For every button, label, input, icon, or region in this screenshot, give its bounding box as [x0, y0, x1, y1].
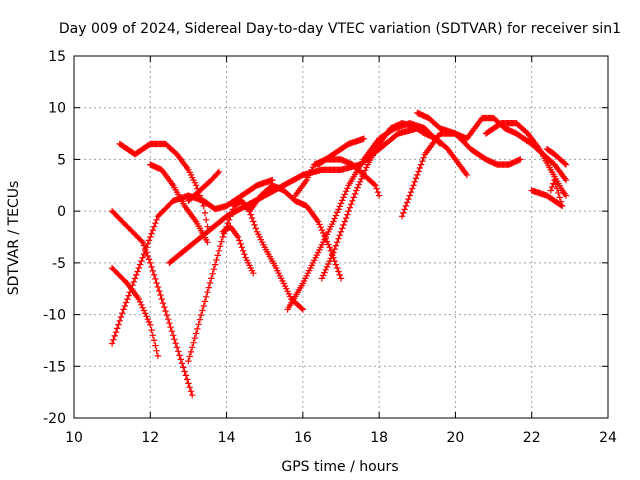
series-s5 — [147, 161, 211, 246]
x-tick-label: 18 — [370, 430, 388, 446]
y-tick-label: -20 — [43, 411, 66, 427]
series-s4 — [116, 140, 211, 230]
x-tick-label: 24 — [599, 430, 617, 446]
plus-markers — [185, 197, 307, 365]
series-s16 — [414, 109, 570, 184]
plus-markers — [147, 161, 211, 246]
y-axis-label: SDTVAR / TECUs — [6, 181, 22, 296]
series-s18 — [528, 176, 566, 210]
series-s9 — [185, 168, 223, 204]
plus-markers — [185, 168, 223, 204]
x-tick-label: 10 — [65, 430, 83, 446]
series-s11 — [284, 120, 444, 313]
y-tick-label: 15 — [48, 49, 66, 65]
x-axis-label: GPS time / hours — [281, 459, 398, 475]
series-s7 — [219, 223, 257, 277]
plus-markers — [414, 109, 570, 184]
plus-markers — [108, 207, 196, 399]
x-tick-label: 16 — [294, 430, 312, 446]
plus-markers — [314, 135, 368, 168]
y-tick-label: 5 — [57, 152, 66, 168]
chart-title: Day 009 of 2024, Sidereal Day-to-day VTE… — [59, 21, 621, 37]
plot-frame — [73, 55, 609, 419]
plus-markers — [219, 223, 257, 277]
x-tick-labels: 10 12 14 16 18 20 22 24 — [65, 430, 617, 446]
series-s2 — [108, 207, 196, 399]
series-s14 — [314, 135, 368, 168]
plus-markers — [543, 145, 570, 168]
y-tick-label: 10 — [48, 101, 66, 117]
plus-markers — [116, 140, 211, 230]
series-s19 — [543, 145, 570, 168]
series-s3 — [108, 264, 162, 360]
y-tick-label: -15 — [43, 359, 66, 375]
y-tick-label: 0 — [57, 204, 66, 220]
data-points — [108, 109, 570, 399]
axis-ticks — [73, 55, 609, 419]
plus-markers — [528, 176, 566, 210]
plus-markers — [482, 120, 570, 199]
y-tick-label: -10 — [43, 308, 66, 324]
series-s10 — [246, 182, 345, 282]
plus-markers — [284, 120, 444, 313]
x-tick-label: 14 — [218, 430, 236, 446]
x-tick-label: 12 — [141, 430, 159, 446]
x-tick-label: 22 — [523, 430, 541, 446]
grid — [74, 56, 608, 418]
plus-markers — [246, 182, 345, 282]
series-s15 — [398, 130, 524, 220]
y-tick-labels: 15 10 5 0 -5 -10 -15 -20 — [43, 49, 66, 427]
series-s6 — [185, 197, 307, 365]
plus-markers — [398, 130, 524, 220]
series-s17 — [482, 120, 570, 199]
plus-markers — [108, 264, 162, 360]
y-tick-label: -5 — [52, 256, 66, 272]
x-tick-label: 20 — [447, 430, 465, 446]
